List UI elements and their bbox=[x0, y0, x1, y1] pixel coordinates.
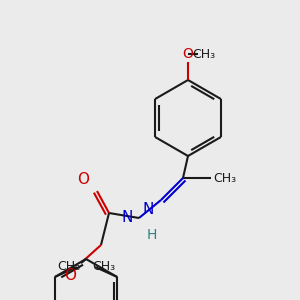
Text: CH₃: CH₃ bbox=[92, 260, 115, 274]
Text: N: N bbox=[142, 202, 154, 217]
Text: O: O bbox=[77, 172, 89, 187]
Text: CH₃: CH₃ bbox=[57, 260, 80, 274]
Text: CH₃: CH₃ bbox=[192, 47, 216, 61]
Text: CH₃: CH₃ bbox=[213, 172, 237, 184]
Text: H: H bbox=[147, 228, 158, 242]
Text: O: O bbox=[183, 47, 194, 61]
Text: N: N bbox=[122, 211, 133, 226]
Text: O: O bbox=[64, 268, 76, 283]
